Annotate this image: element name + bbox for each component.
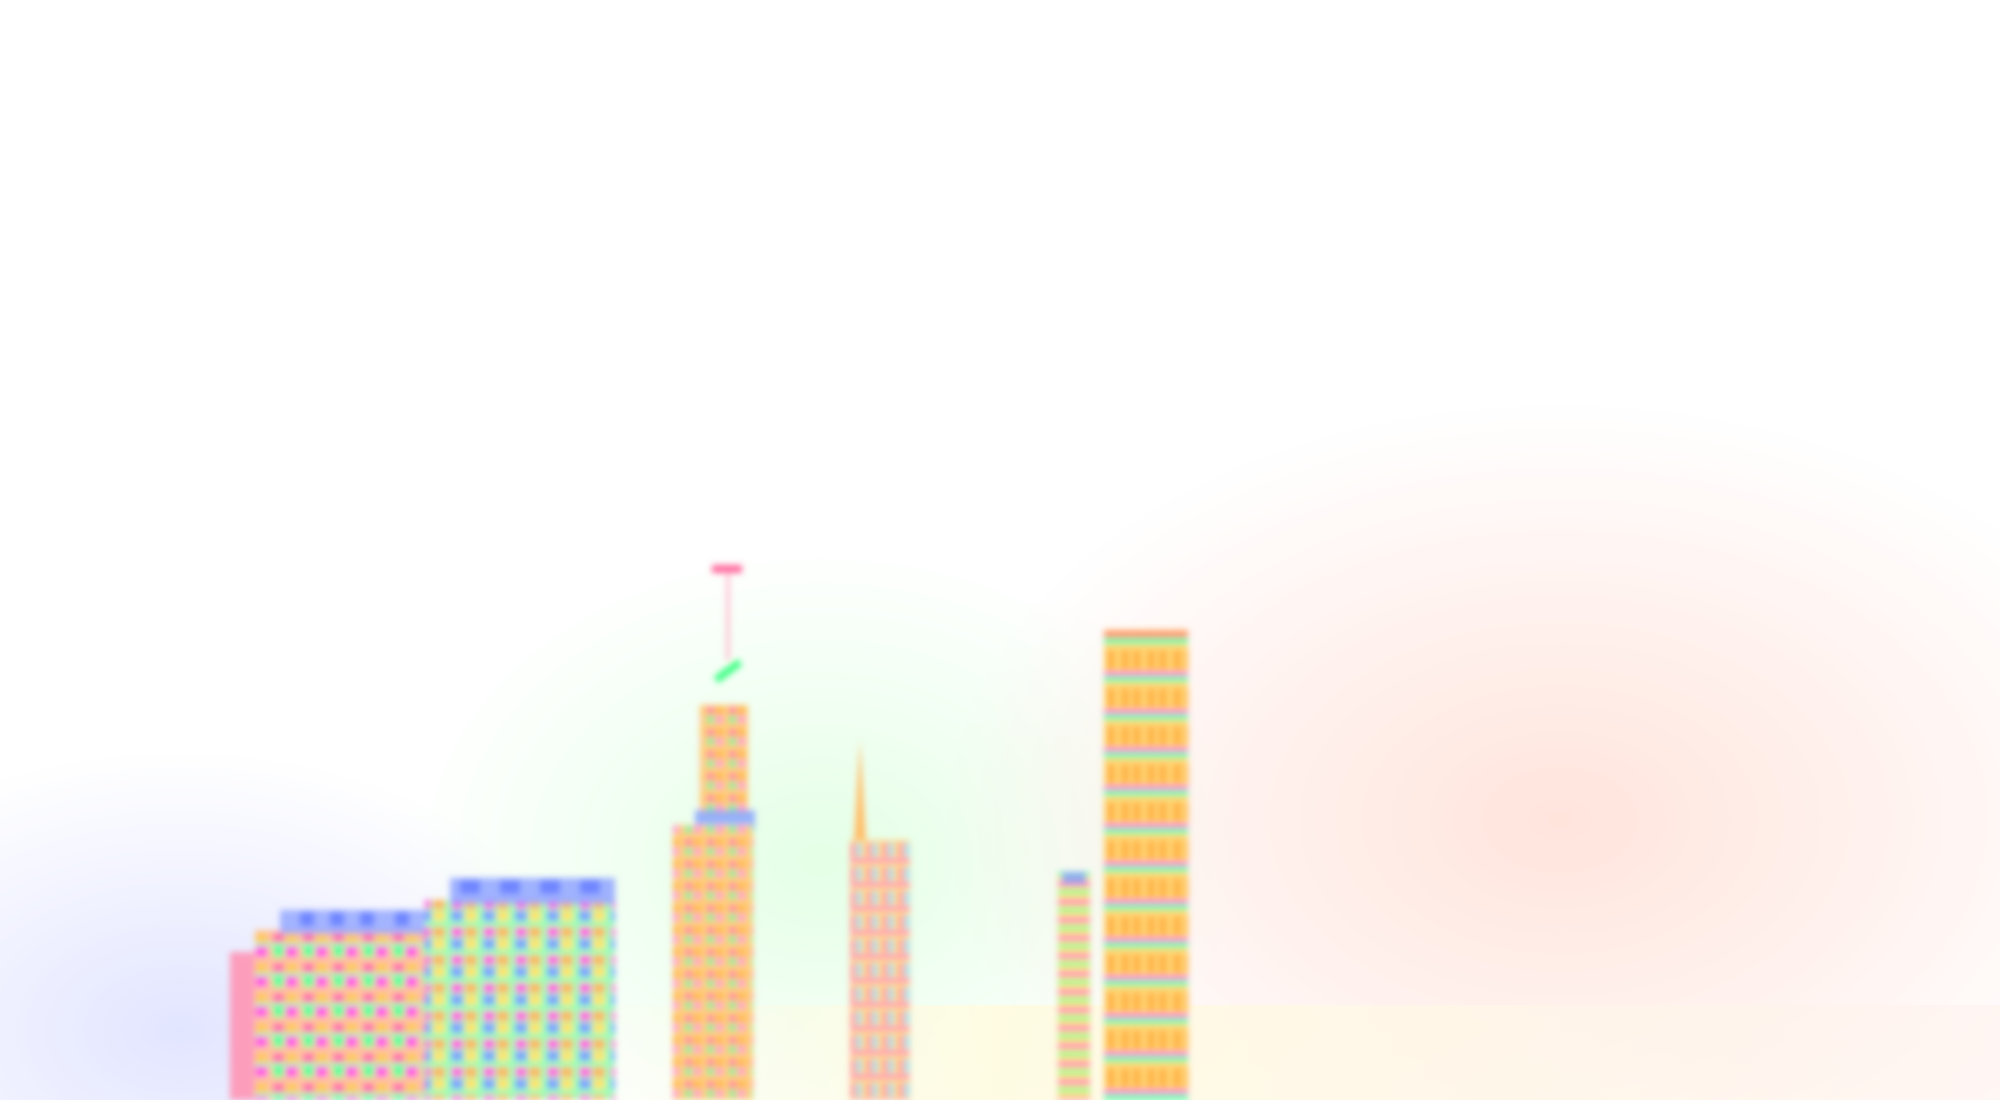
skyline-buildings [230,565,1188,1100]
right-glow [940,400,2000,1100]
building-second-block [425,878,615,1100]
horizon-band [560,1005,2000,1100]
building-left-block [230,910,430,1100]
building-needle-tower [850,740,910,1100]
building-tall-tower [1104,630,1188,1100]
building-thin-tower [1058,872,1090,1100]
building-spire-tower [673,565,755,1100]
